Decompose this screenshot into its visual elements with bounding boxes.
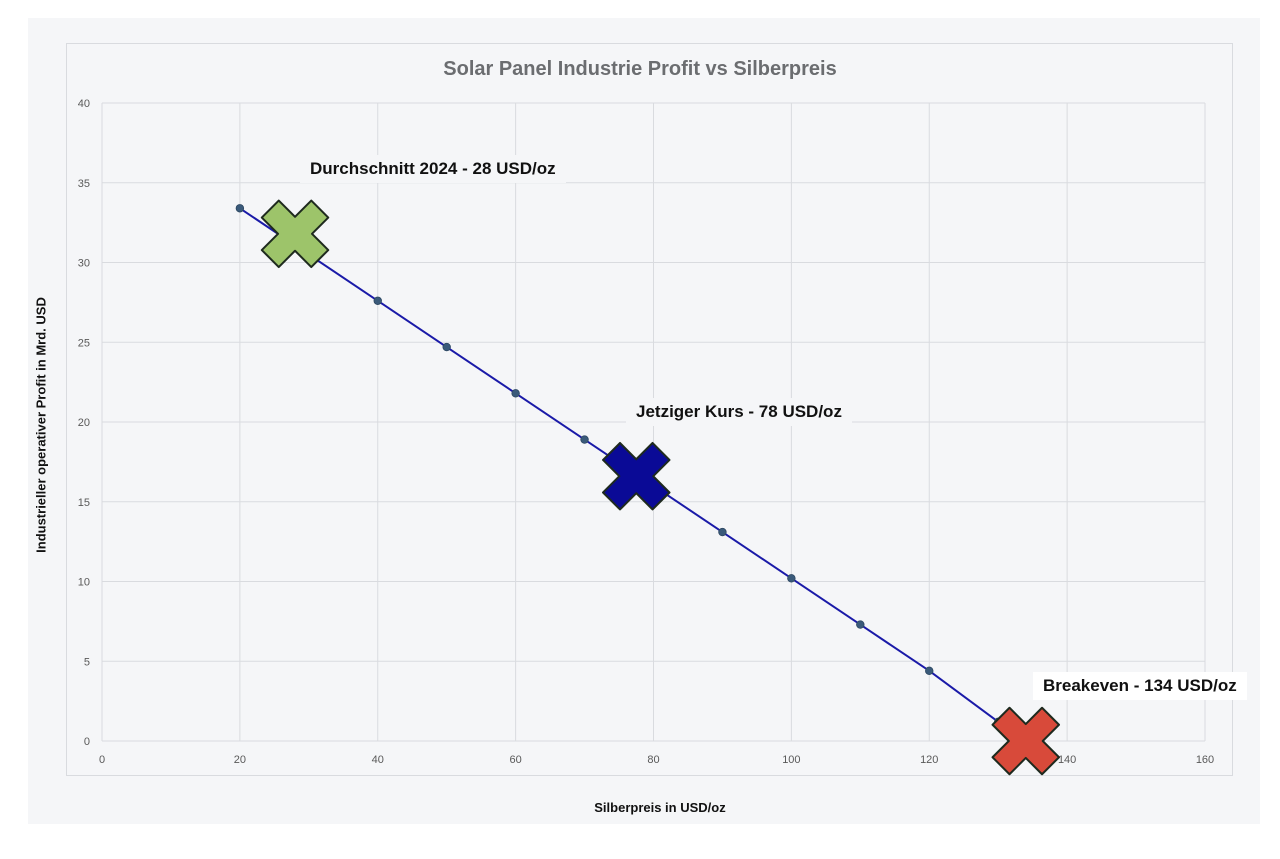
x-tick-label: 80 xyxy=(647,754,659,766)
x-tick-label: 40 xyxy=(372,754,384,766)
y-tick-label: 20 xyxy=(78,417,90,429)
data-point xyxy=(442,342,451,352)
marker-breakeven-icon xyxy=(991,706,1060,776)
annotation-durchschnitt: Durchschnitt 2024 - 28 USD/oz xyxy=(300,155,566,183)
x-tick-label: 120 xyxy=(920,754,938,766)
y-tick-label: 10 xyxy=(78,577,90,589)
marker-jetziger-kurs-icon xyxy=(602,441,671,511)
x-tick-label: 140 xyxy=(1058,754,1076,766)
y-tick-label: 0 xyxy=(84,736,90,748)
plot-frame xyxy=(66,43,1233,776)
chart-title: Solar Panel Industrie Profit vs Silberpr… xyxy=(443,58,837,80)
y-tick-label: 15 xyxy=(78,497,90,509)
y-axis-label: Industrieller operativer Profit in Mrd. … xyxy=(33,297,49,553)
data-point xyxy=(373,296,382,305)
data-point xyxy=(718,527,727,537)
x-tick-label: 60 xyxy=(510,754,522,766)
data-point xyxy=(511,389,520,398)
data-point xyxy=(856,620,865,629)
y-tick-label: 35 xyxy=(78,178,90,190)
data-point xyxy=(925,666,934,676)
marker-durchschnitt-icon xyxy=(260,199,330,269)
data-point xyxy=(235,204,245,213)
data-point xyxy=(787,574,796,583)
y-tick-label: 40 xyxy=(78,98,90,110)
x-tick-label: 160 xyxy=(1196,754,1214,766)
y-tick-label: 5 xyxy=(84,656,90,668)
annotation-breakeven: Breakeven - 134 USD/oz xyxy=(1033,672,1247,700)
y-tick-label: 25 xyxy=(78,337,90,349)
data-point xyxy=(580,435,589,444)
x-axis-label: Silberpreis in USD/oz xyxy=(594,800,726,815)
annotation-jetziger-kurs: Jetziger Kurs - 78 USD/oz xyxy=(626,398,852,426)
y-tick-label: 30 xyxy=(78,258,90,270)
x-tick-label: 20 xyxy=(234,754,246,766)
x-tick-label: 0 xyxy=(99,754,105,766)
x-tick-label: 100 xyxy=(782,754,800,766)
